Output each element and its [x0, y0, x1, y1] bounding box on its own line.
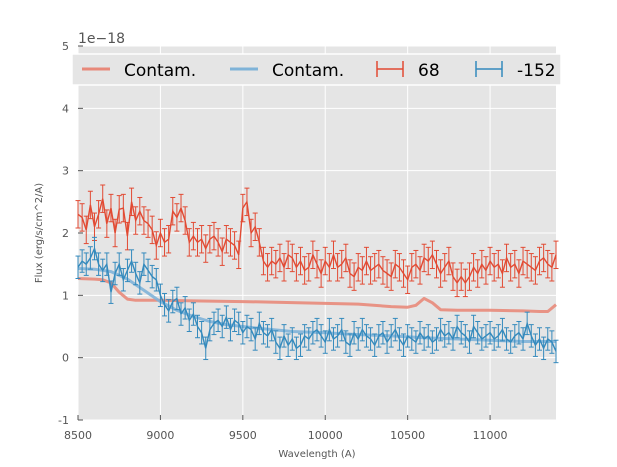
x-tick-label: 10500: [390, 429, 425, 442]
x-tick-label: 11000: [473, 429, 508, 442]
errorbar-series-3: [75, 236, 559, 364]
legend-68-label: 68: [418, 61, 440, 81]
y-tick-label: 2: [62, 227, 69, 240]
x-tick-label: 10000: [308, 429, 343, 442]
y-tick-label: -1: [58, 414, 69, 427]
y-axis-label: Flux (erg/s/cm^2/A): [34, 183, 45, 283]
legend: Contam. Contam. 68 -152: [71, 53, 562, 86]
y-tick-label: 5: [62, 40, 69, 53]
errorbar-series-2: [75, 184, 559, 298]
series-layer: [75, 184, 559, 364]
x-tick-label: 8500: [64, 429, 92, 442]
y-tick-label: 3: [62, 165, 69, 178]
y-tick-label: 4: [62, 102, 69, 115]
legend-68-swatch: [376, 61, 404, 77]
x-axis-label: Wavelength (A): [278, 449, 355, 460]
series-line-contam: [77, 277, 557, 313]
legend-contam-blue-label: Contam.: [272, 61, 344, 81]
y-offset-label: 1e−18: [78, 31, 125, 47]
legend-minus152-swatch: [475, 61, 503, 77]
legend-minus152-label: -152: [517, 61, 556, 81]
ticks: 8500 9000 9500 10000 10500 11000 -1 0 1 2 3 4 5: [58, 40, 508, 442]
legend-contam-red-label: Contam.: [124, 61, 196, 81]
y-tick-label: 1: [62, 289, 69, 302]
y-tick-label: 0: [62, 352, 69, 365]
x-tick-label: 9500: [229, 429, 257, 442]
x-tick-label: 9000: [146, 429, 174, 442]
